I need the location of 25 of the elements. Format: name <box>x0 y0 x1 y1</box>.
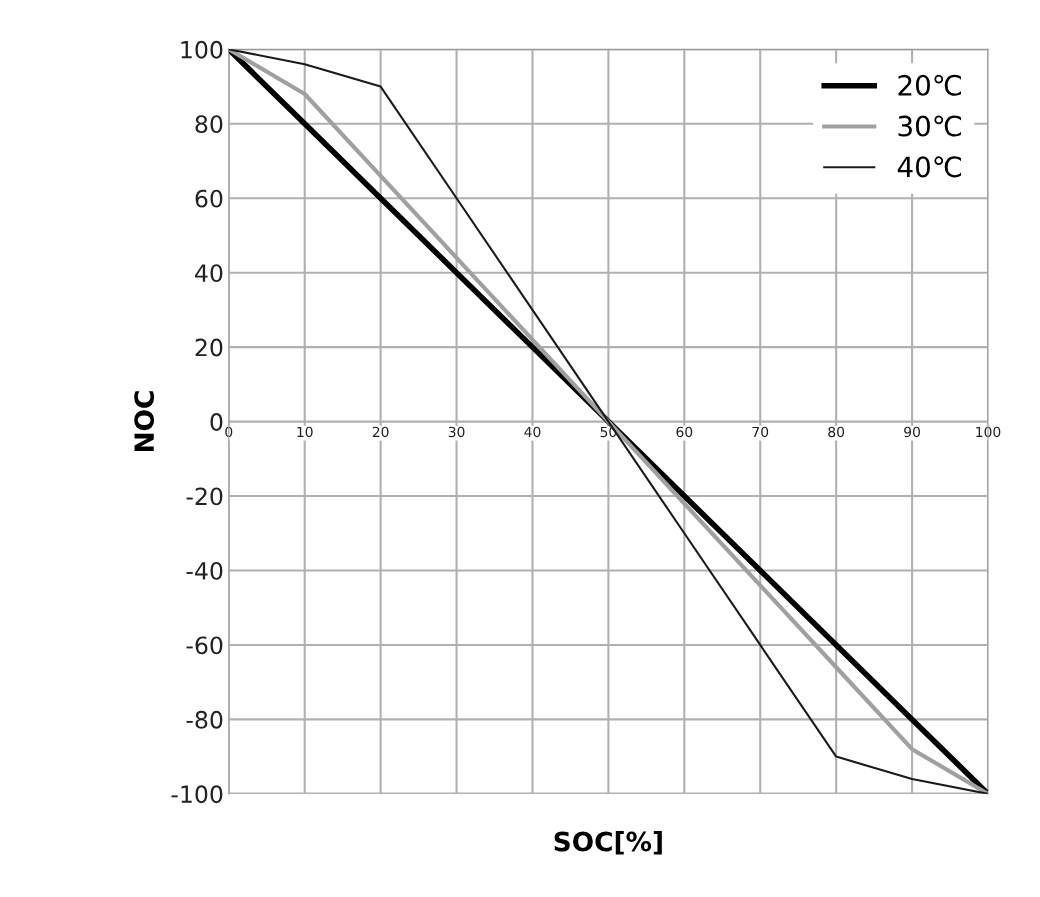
y-tick-label: -40 <box>186 561 223 580</box>
legend-label: 30℃ <box>898 115 962 137</box>
legend-label: 20℃ <box>898 74 962 96</box>
y-axis-title: NOC <box>134 391 155 452</box>
x-tick-label: 60 <box>676 426 693 438</box>
x-tick-label: 0 <box>225 426 233 438</box>
y-tick-label: -80 <box>186 710 223 729</box>
x-tick-label: 80 <box>828 426 845 438</box>
x-tick-label: 20 <box>372 426 389 438</box>
y-tick-label: 20 <box>195 338 223 357</box>
x-tick-label: 90 <box>904 426 920 438</box>
y-tick-label: 60 <box>195 189 223 208</box>
x-tick-label: 100 <box>976 426 1001 438</box>
x-tick-label: 30 <box>448 426 465 438</box>
x-axis-title: SOC[%] <box>554 831 662 855</box>
y-tick-label: -100 <box>171 785 223 804</box>
x-tick-label: 40 <box>524 426 541 438</box>
y-tick-label: -60 <box>186 636 223 655</box>
x-tick-label: 70 <box>752 426 769 438</box>
y-tick-label: 100 <box>181 40 223 59</box>
y-tick-label: 80 <box>195 115 223 134</box>
y-tick-label: 40 <box>195 264 223 282</box>
legend-label: 40℃ <box>897 156 962 178</box>
y-tick-label: -20 <box>186 487 223 506</box>
x-tick-label: 10 <box>297 426 313 438</box>
